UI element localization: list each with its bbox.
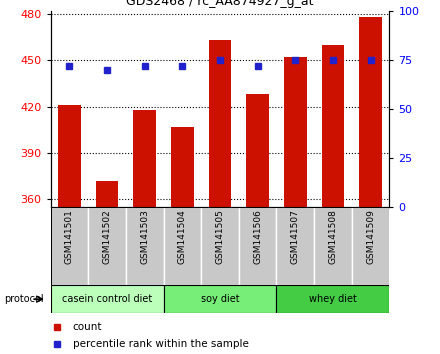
Bar bbox=[352, 207, 389, 285]
Bar bbox=[314, 207, 352, 285]
Text: GSM141501: GSM141501 bbox=[65, 210, 74, 264]
Bar bbox=[96, 181, 118, 207]
Bar bbox=[171, 127, 194, 207]
Bar bbox=[133, 110, 156, 207]
Bar bbox=[276, 207, 314, 285]
Bar bbox=[164, 207, 201, 285]
Text: soy diet: soy diet bbox=[201, 294, 239, 304]
Bar bbox=[51, 285, 164, 313]
Bar bbox=[284, 57, 307, 207]
Bar bbox=[58, 105, 81, 207]
Bar bbox=[276, 285, 389, 313]
Bar bbox=[209, 40, 231, 207]
Text: whey diet: whey diet bbox=[309, 294, 357, 304]
Bar bbox=[88, 207, 126, 285]
Text: GSM141505: GSM141505 bbox=[216, 210, 224, 264]
Bar bbox=[322, 45, 344, 207]
Text: GSM141506: GSM141506 bbox=[253, 210, 262, 264]
Text: GSM141504: GSM141504 bbox=[178, 210, 187, 264]
Bar bbox=[164, 285, 276, 313]
Bar bbox=[51, 207, 88, 285]
Title: GDS2468 / rc_AA874927_g_at: GDS2468 / rc_AA874927_g_at bbox=[126, 0, 314, 8]
Text: GSM141502: GSM141502 bbox=[103, 210, 112, 264]
Bar bbox=[246, 94, 269, 207]
Bar bbox=[201, 207, 239, 285]
Text: GSM141508: GSM141508 bbox=[328, 210, 337, 264]
Text: GSM141503: GSM141503 bbox=[140, 210, 149, 264]
Text: count: count bbox=[73, 322, 102, 332]
Bar bbox=[239, 207, 276, 285]
Text: GSM141509: GSM141509 bbox=[366, 210, 375, 264]
Bar bbox=[126, 207, 164, 285]
Text: percentile rank within the sample: percentile rank within the sample bbox=[73, 339, 249, 349]
Text: protocol: protocol bbox=[4, 294, 44, 304]
Bar bbox=[359, 17, 382, 207]
Text: casein control diet: casein control diet bbox=[62, 294, 152, 304]
Text: GSM141507: GSM141507 bbox=[291, 210, 300, 264]
